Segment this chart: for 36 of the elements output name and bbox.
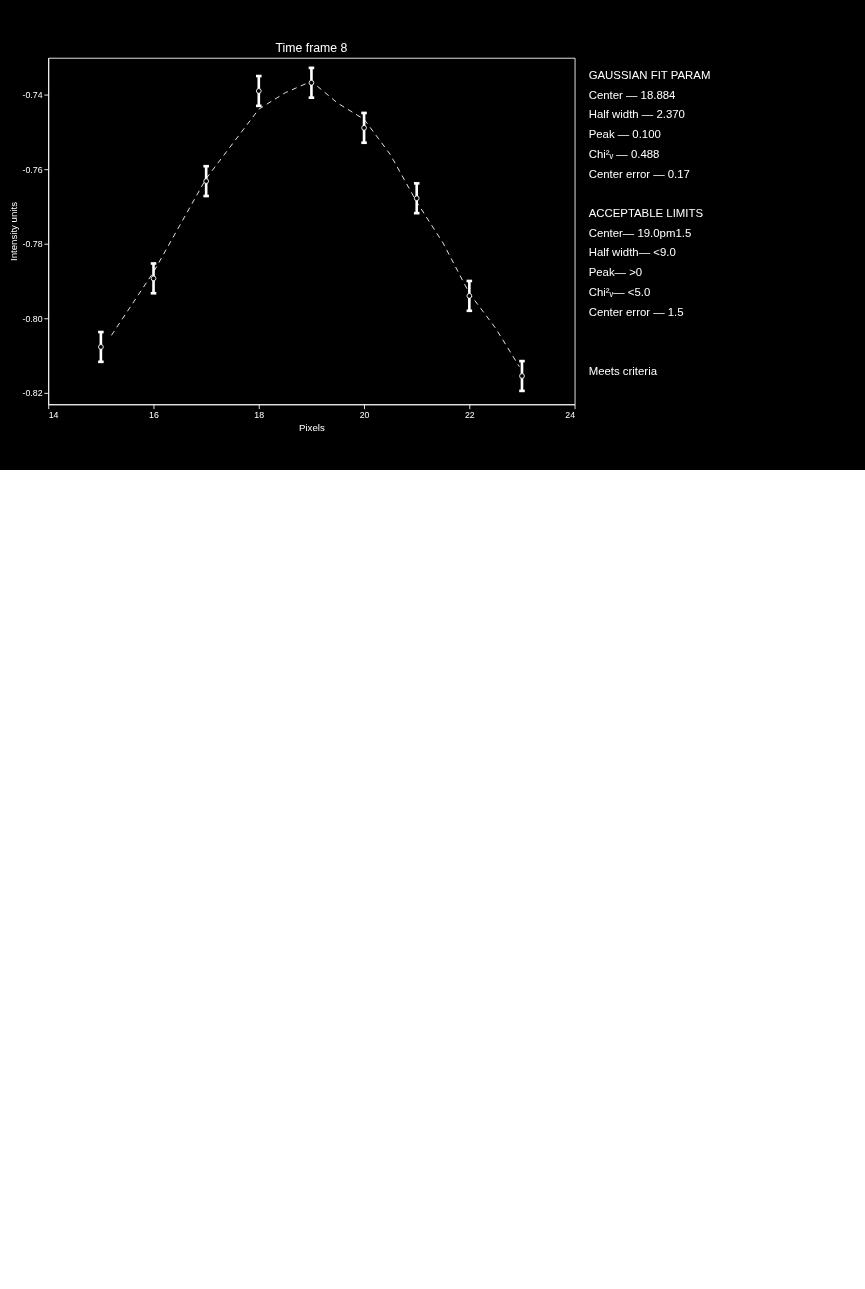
x-tick-label: 18 — [254, 409, 265, 420]
point — [519, 373, 525, 379]
point — [203, 178, 209, 184]
text: Center error — 0.17 — [588, 167, 690, 180]
x-tick-label: 16 — [149, 409, 159, 420]
x-tick-label: 20 — [359, 409, 370, 420]
point — [98, 344, 104, 350]
point — [361, 125, 367, 131]
y-tick-label: -0.82 — [22, 388, 43, 399]
text: Peak — 0.100 — [588, 128, 661, 141]
text: Chi²ᵥ— <5.0 — [588, 285, 651, 298]
y-tick-label: -0.74 — [22, 90, 43, 101]
point — [255, 88, 262, 94]
text: ACCEPTABLE LIMITS — [588, 207, 704, 220]
y-tick-label: -0.78 — [22, 239, 43, 250]
text: Center— 19.0pm1.5 — [588, 226, 692, 239]
y-tick-label: -0.76 — [22, 164, 43, 175]
x-tick-label: 22 — [464, 409, 475, 420]
text: Peak— >0 — [588, 266, 643, 279]
y-axis-title: Intensity units — [8, 201, 20, 261]
x-tick-label: 14 — [48, 409, 59, 420]
x-tick-label: 24 — [565, 409, 576, 420]
chart-title: Time frame 8 — [275, 40, 348, 55]
text: Half width— <9.0 — [588, 246, 676, 259]
point — [308, 79, 315, 86]
point — [466, 293, 473, 299]
point — [413, 195, 420, 202]
point — [150, 275, 157, 282]
text: Chi²ᵥ — 0.488 — [588, 147, 660, 160]
y-tick-label: -0.80 — [22, 313, 43, 324]
text: GAUSSIAN FIT PARAM — [588, 68, 711, 81]
text: Center error — 1.5 — [588, 305, 684, 318]
text: Meets criteria — [588, 364, 658, 377]
text: Center — 18.884 — [588, 88, 676, 101]
text: Half width — 2.370 — [588, 108, 685, 121]
x-axis-title: Pixels — [299, 422, 325, 434]
